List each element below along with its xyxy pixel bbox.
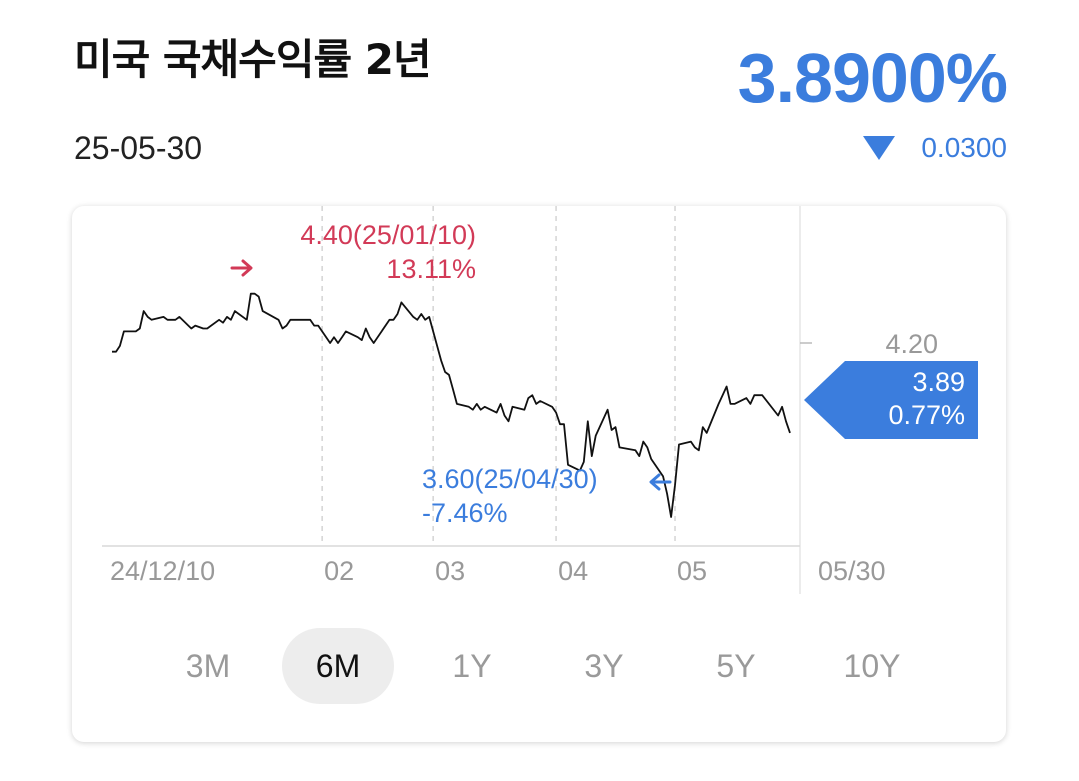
current-value-label: 3.89 (912, 367, 965, 397)
range-tab-3m[interactable]: 3M (185, 647, 231, 684)
current-price: 3.8900% (737, 39, 1008, 117)
chart-card: 4.20 24/12/10 02 03 04 05 05/30 4.40(25/01/10) 1… (72, 206, 1006, 742)
arrow-left-icon (649, 473, 672, 491)
quote-date: 25-05-30 (74, 130, 203, 166)
x-tick-label: 05/30 (818, 556, 886, 586)
price-change-value: 0.0300 (921, 132, 1007, 163)
range-tabs: 3M 6M 1Y 3Y 5Y 10Y (72, 628, 1006, 704)
x-tick-label: 05 (677, 556, 707, 586)
x-tick-label: 02 (324, 556, 354, 586)
high-annotation-label: 4.40(25/01/10) (300, 220, 476, 250)
y-tick-label: 4.20 (885, 329, 938, 359)
low-annotation-pct: -7.46% (422, 498, 508, 528)
current-value-tag (804, 361, 978, 439)
range-tab-1y[interactable]: 1Y (452, 647, 492, 684)
range-tab-5y[interactable]: 5Y (716, 647, 756, 684)
series-line (112, 292, 791, 518)
range-tab-3y[interactable]: 3Y (584, 647, 624, 684)
range-tab-10y[interactable]: 10Y (843, 647, 901, 684)
triangle-down-icon (863, 136, 896, 160)
x-tick-label: 03 (435, 556, 465, 586)
low-annotation-label: 3.60(25/04/30) (422, 464, 598, 494)
x-tick-label: 24/12/10 (110, 556, 215, 586)
range-tab-6m[interactable]: 6M (282, 628, 394, 704)
current-value-pct: 0.77% (888, 400, 965, 430)
x-tick-label: 04 (558, 556, 588, 586)
price-change: 0.0300 (863, 132, 1007, 164)
yield-chart: 4.20 24/12/10 02 03 04 05 05/30 4.40(25/01/10) 1… (102, 206, 978, 594)
arrow-right-icon (230, 259, 253, 277)
high-annotation-pct: 13.11% (386, 254, 476, 284)
page-title: 미국 국채수익률 2년 (74, 35, 432, 84)
